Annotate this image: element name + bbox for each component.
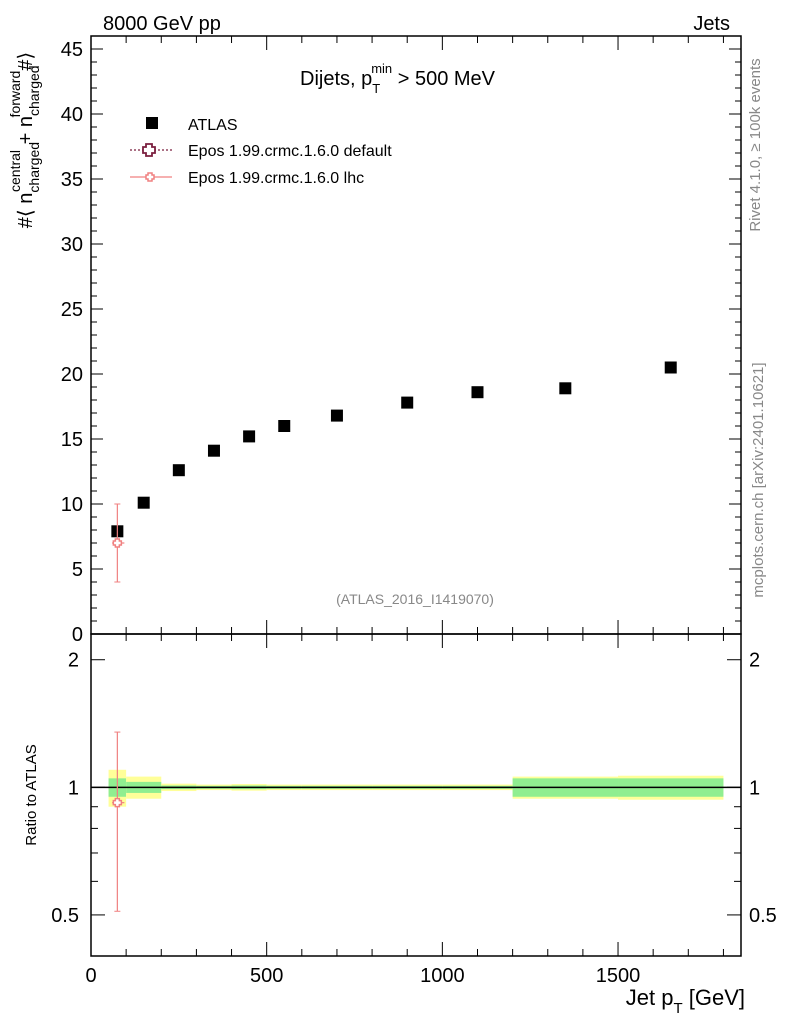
x-axis: 0 500 1000 1500 bbox=[85, 634, 724, 987]
main-y-axis-label: #⟨ nchargedcentral + nchargedforward#⟩ bbox=[7, 52, 42, 228]
atlas-point bbox=[664, 361, 677, 374]
ratio-y-axis-label: Ratio to ATLAS bbox=[23, 744, 40, 845]
main-y-axis: 0 5 10 15 20 25 30 35 40 45 bbox=[61, 39, 741, 646]
ratio-tick-label-right: 2 bbox=[749, 650, 760, 672]
rivet-version-label: Rivet 4.1.0, ≥ 100k events bbox=[747, 58, 764, 231]
ratio-tick-label: 2 bbox=[68, 650, 79, 672]
y-tick-label: 35 bbox=[61, 169, 83, 191]
atlas-point bbox=[172, 464, 185, 477]
x-tick-label: 1000 bbox=[420, 965, 465, 987]
ratio-frame bbox=[90, 633, 742, 957]
y-tick-label: 30 bbox=[61, 234, 83, 256]
legend-lhc-label: Epos 1.99.crmc.1.6.0 lhc bbox=[188, 170, 364, 187]
collision-label: 8000 GeV pp bbox=[103, 13, 221, 35]
y-tick-label: 10 bbox=[61, 494, 83, 516]
mcplots-label: mcplots.cern.ch [arXiv:2401.10621] bbox=[750, 362, 767, 597]
ratio-panel: 0.5 0.5 1 1 2 2 0 500 1000 1500 Ratio to ATLAS bbox=[23, 633, 777, 987]
y-tick-label: 40 bbox=[61, 104, 83, 126]
chart-title: Dijets, pTmin > 500 MeV bbox=[300, 61, 496, 96]
y-tick-label: 25 bbox=[61, 299, 83, 321]
lhc-point bbox=[112, 538, 123, 548]
y-tick-label: 5 bbox=[72, 559, 83, 581]
y-tick-label: 20 bbox=[61, 364, 83, 386]
legend-atlas-label: ATLAS bbox=[188, 117, 238, 134]
y-tick-label: 0 bbox=[72, 624, 83, 646]
legend: ATLAS Epos 1.99.crmc.1.6.0 default Epos … bbox=[130, 117, 392, 187]
legend-lhc-marker bbox=[145, 172, 155, 182]
atlas-point bbox=[330, 409, 343, 422]
x-axis-label: Jet pT [GeV] bbox=[626, 985, 745, 1017]
x-tick-label: 0 bbox=[85, 965, 96, 987]
x-tick-label: 1500 bbox=[596, 965, 641, 987]
legend-default-label: Epos 1.99.crmc.1.6.0 default bbox=[188, 143, 392, 160]
y-tick-label: 45 bbox=[61, 39, 83, 61]
main-panel: 0 5 10 15 20 25 30 35 40 45 Dijets, pTmin > 500 M… bbox=[7, 35, 742, 646]
atlas-point bbox=[278, 420, 291, 432]
legend-atlas-marker bbox=[146, 117, 158, 129]
epos-lhc-ratio-points bbox=[112, 731, 125, 912]
ratio-tick-label: 0.5 bbox=[51, 905, 79, 927]
atlas-point bbox=[559, 382, 572, 395]
ratio-tick-label-right: 1 bbox=[749, 777, 760, 799]
lhc-ratio-point bbox=[112, 797, 123, 808]
y-tick-label: 15 bbox=[61, 429, 83, 451]
atlas-point bbox=[207, 444, 220, 457]
atlas-point bbox=[243, 430, 256, 443]
atlas-point bbox=[401, 396, 414, 409]
process-label: Jets bbox=[693, 13, 730, 35]
x-tick-label: 500 bbox=[250, 965, 283, 987]
legend-default-marker bbox=[142, 143, 156, 157]
analysis-label: (ATLAS_2016_I1419070) bbox=[336, 591, 494, 607]
atlas-point bbox=[137, 496, 150, 509]
atlas-points bbox=[111, 361, 677, 538]
main-x-axis-ticks bbox=[90, 36, 724, 634]
atlas-point bbox=[471, 386, 484, 399]
ratio-y-axis: 0.5 0.5 1 1 2 2 bbox=[51, 650, 777, 927]
ratio-tick-label: 1 bbox=[68, 777, 79, 799]
ratio-tick-label-right: 0.5 bbox=[749, 905, 777, 927]
atlas-uncertainty-band bbox=[108, 769, 724, 807]
epos-lhc-points bbox=[112, 503, 125, 583]
